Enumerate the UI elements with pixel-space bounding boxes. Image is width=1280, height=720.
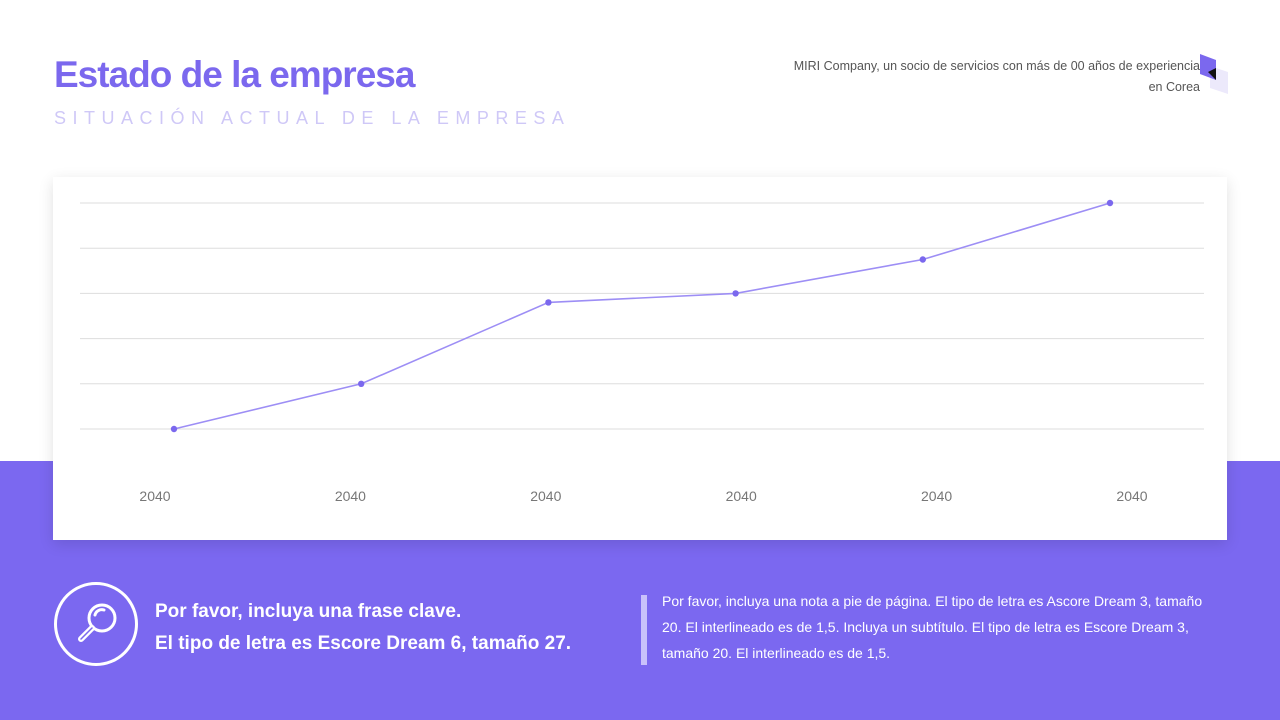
line-chart	[80, 199, 1204, 433]
page-subtitle: SITUACIÓN ACTUAL DE LA EMPRESA	[54, 108, 571, 128]
x-tick-label: 2040	[725, 488, 757, 504]
data-point	[732, 290, 739, 297]
magnifier-icon	[78, 603, 117, 642]
x-tick-label: 2040	[334, 488, 366, 504]
x-tick-label: 2040	[1116, 488, 1148, 504]
page-title: Estado de la empresa	[54, 54, 415, 95]
footnote: Por favor, incluya una nota a pie de pág…	[662, 593, 1203, 661]
tagline-line2: en Corea	[1148, 80, 1200, 94]
chart-card	[53, 177, 1227, 540]
data-point	[919, 256, 926, 263]
tagline-line1: MIRI Company, un socio de servicios con …	[793, 59, 1200, 73]
key-phrase: Por favor, incluya una frase clave. El ti…	[155, 596, 571, 660]
x-tick-label: 2040	[139, 488, 171, 504]
data-point	[170, 425, 178, 433]
note-divider	[641, 595, 647, 665]
magnifier-icon-circle	[54, 582, 138, 666]
x-tick-label: 2040	[530, 488, 562, 504]
data-point	[545, 299, 552, 306]
x-tick-label: 2040	[921, 488, 953, 504]
logo-icon	[1200, 54, 1228, 94]
series-line	[173, 202, 1111, 430]
data-point	[1106, 199, 1114, 207]
company-tagline: MIRI Company, un socio de servicios con …	[780, 56, 1200, 98]
key-line1: Por favor, incluya una frase clave.	[155, 601, 462, 622]
data-point	[358, 380, 365, 387]
key-line2: El tipo de letra es Escore Dream 6, tama…	[155, 633, 572, 654]
